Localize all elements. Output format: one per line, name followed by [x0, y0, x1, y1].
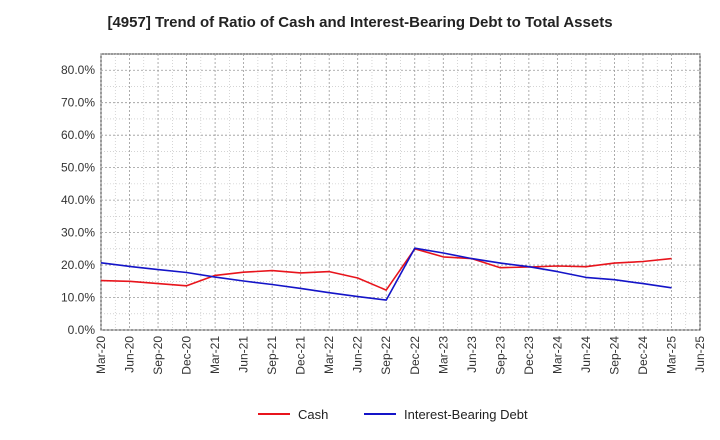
x-tick-label: Dec-21: [294, 336, 308, 375]
x-tick-label: Sep-24: [607, 336, 621, 375]
series-line-interest-bearing-debt: [100, 247, 672, 301]
x-tick-label: Jun-21: [237, 336, 251, 373]
y-tick-label: 10.0%: [61, 291, 95, 305]
x-tick-label: Mar-25: [664, 336, 678, 374]
y-tick-label: 30.0%: [61, 226, 95, 240]
x-tick-label: Sep-23: [493, 336, 507, 375]
x-tick-label: Mar-23: [436, 336, 450, 374]
x-tick-label: Dec-22: [408, 336, 422, 375]
x-tick-label: Mar-22: [322, 336, 336, 374]
legend-label-interest-bearing-debt: Interest-Bearing Debt: [404, 407, 528, 422]
x-tick-label: Jun-22: [351, 336, 365, 373]
y-tick-label: 50.0%: [61, 161, 95, 175]
x-tick-label: Mar-21: [208, 336, 222, 374]
x-tick-label: Jun-20: [123, 336, 137, 373]
y-tick-label: 80.0%: [61, 63, 95, 77]
x-tick-label: Mar-20: [94, 336, 108, 374]
x-tick-label: Jun-25: [693, 336, 707, 373]
x-tick-label: Sep-22: [379, 336, 393, 375]
y-tick-label: 70.0%: [61, 96, 95, 110]
x-tick-label: Mar-24: [550, 336, 564, 374]
x-tick-label: Jun-23: [465, 336, 479, 373]
y-tick-label: 40.0%: [61, 193, 95, 207]
x-tick-label: Dec-24: [636, 336, 650, 375]
legend-label-cash: Cash: [298, 407, 328, 422]
x-tick-label: Sep-21: [265, 336, 279, 375]
x-tick-label: Dec-20: [180, 336, 194, 375]
x-tick-label: Dec-23: [522, 336, 536, 375]
y-tick-label: 0.0%: [68, 323, 96, 337]
x-tick-label: Jun-24: [579, 336, 593, 373]
chart-title: [4957] Trend of Ratio of Cash and Intere…: [107, 14, 613, 31]
x-tick-label: Sep-20: [151, 336, 165, 375]
series-line-cash: [100, 248, 672, 291]
y-tick-label: 60.0%: [61, 128, 95, 142]
y-tick-label: 20.0%: [61, 258, 95, 272]
